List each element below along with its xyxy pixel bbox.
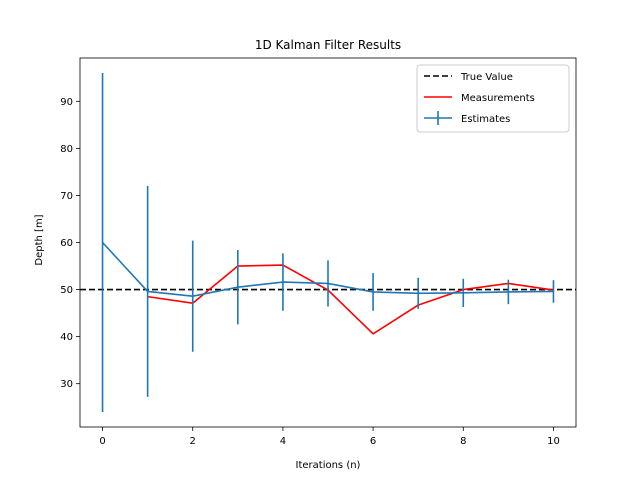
x-tick-label: 10: [547, 436, 560, 447]
y-axis: 30 40 50 60 70 80 90: [60, 97, 80, 390]
plot-area: [79, 57, 577, 428]
measurements-line: [147, 264, 554, 335]
x-tick-label: 2: [190, 436, 196, 447]
estimates-line: [101, 241, 554, 297]
y-tick-label: 50: [60, 285, 73, 296]
x-axis: 0 2 4 6 8 10: [99, 427, 560, 447]
y-tick-label: 30: [60, 379, 73, 390]
x-tick-label: 6: [370, 436, 376, 447]
legend-measurements-label: Measurements: [461, 93, 535, 104]
legend-box: [416, 64, 570, 133]
y-tick-label: 80: [60, 144, 73, 155]
y-tick-label: 60: [60, 238, 73, 249]
x-tick-label: 8: [460, 436, 466, 447]
y-tick-label: 90: [60, 97, 73, 108]
y-tick-label: 40: [60, 332, 73, 343]
legend: True Value Measurements Estimates: [416, 64, 570, 133]
x-tick-label: 4: [280, 436, 286, 447]
chart-title: 1D Kalman Filter Results: [255, 38, 401, 52]
legend-estimates-label: Estimates: [461, 114, 510, 125]
y-tick-label: 70: [60, 191, 73, 202]
x-tick-label: 0: [99, 436, 105, 447]
y-axis-label: Depth [m]: [34, 214, 45, 265]
x-axis-label: Iterations (n): [296, 460, 361, 471]
legend-true-value-label: True Value: [460, 72, 513, 83]
